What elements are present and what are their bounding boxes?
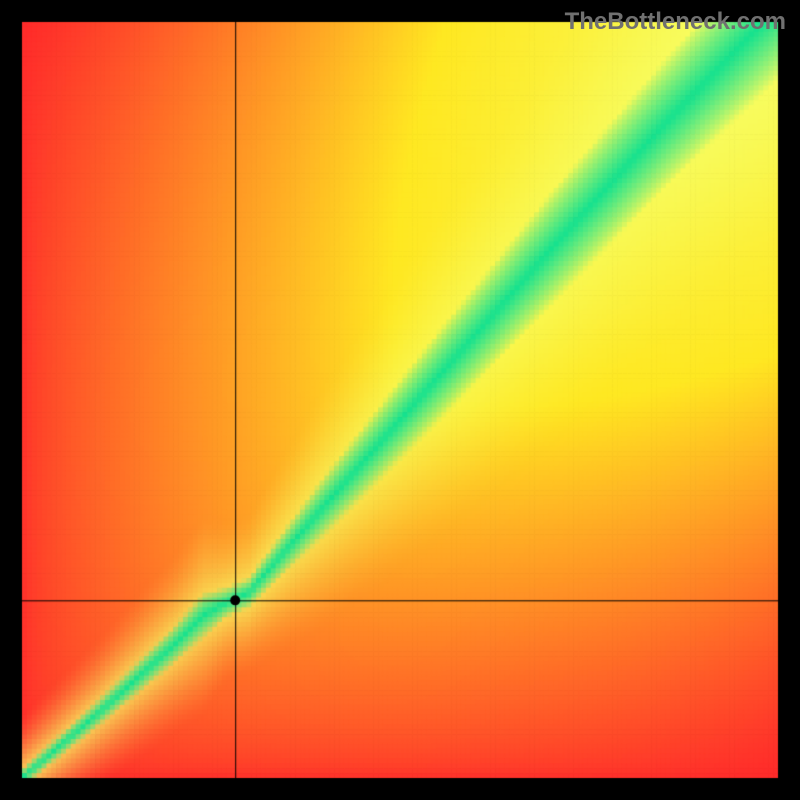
chart-container: TheBottleneck.com xyxy=(0,0,800,800)
watermark-text: TheBottleneck.com xyxy=(565,8,786,36)
heatmap-canvas xyxy=(0,0,800,800)
